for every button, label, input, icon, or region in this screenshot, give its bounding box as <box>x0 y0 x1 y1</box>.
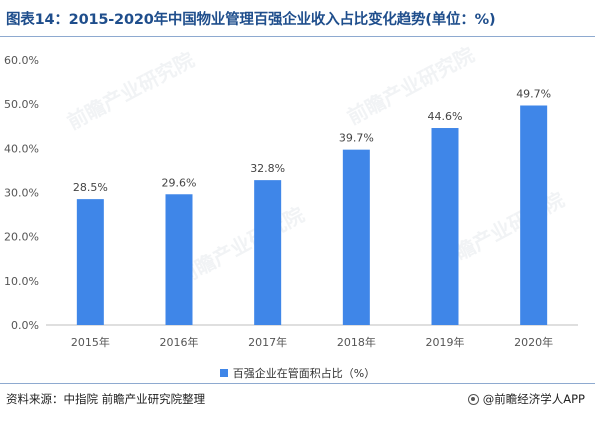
data-label: 39.7% <box>339 132 374 145</box>
y-tick-label: 60.0% <box>4 54 39 67</box>
data-label: 28.5% <box>73 181 108 194</box>
x-tick-label: 2017年 <box>248 335 287 349</box>
x-tick-label: 2016年 <box>160 335 199 349</box>
legend-label: 百强企业在管面积占比（%） <box>232 367 376 380</box>
bar <box>431 128 459 325</box>
x-tick-label: 2018年 <box>337 335 376 349</box>
title-divider <box>0 36 595 37</box>
y-tick-label: 50.0% <box>4 98 39 111</box>
x-tick-label: 2019年 <box>426 335 465 349</box>
brand: @前瞻经济学人APP <box>467 391 585 407</box>
x-tick-label: 2020年 <box>514 335 553 349</box>
source-text: 资料来源：中指院 前瞻产业研究院整理 <box>6 392 206 406</box>
bar <box>165 194 193 325</box>
chart-legend: 百强企业在管面积占比（%） <box>0 365 595 381</box>
y-tick-label: 40.0% <box>4 142 39 155</box>
bar <box>76 199 104 325</box>
x-tick-label: 2015年 <box>71 335 110 349</box>
bar <box>254 180 282 325</box>
data-label: 32.8% <box>250 162 285 175</box>
y-tick-label: 10.0% <box>4 275 39 288</box>
bar <box>342 149 370 325</box>
legend-swatch <box>219 369 228 377</box>
data-label: 49.7% <box>516 87 551 100</box>
y-tick-label: 0.0% <box>11 319 39 332</box>
bar <box>520 105 548 325</box>
brand-logo-icon <box>467 393 479 405</box>
footer: 资料来源：中指院 前瞻产业研究院整理 @前瞻经济学人APP <box>0 383 595 421</box>
y-tick-label: 30.0% <box>4 187 39 200</box>
data-label: 44.6% <box>428 110 463 123</box>
data-label: 29.6% <box>162 176 197 189</box>
chart-title: 图表14：2015-2020年中国物业管理百强企业收入占比变化趋势(单位：%) <box>6 12 496 28</box>
y-tick-label: 20.0% <box>4 231 39 244</box>
brand-text: @前瞻经济学人APP <box>482 392 585 406</box>
